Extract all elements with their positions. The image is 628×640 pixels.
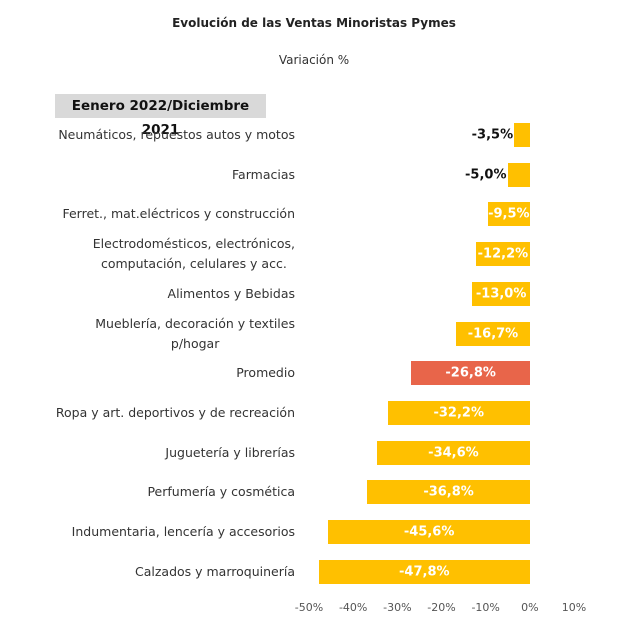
bar [507, 162, 530, 187]
value-label: -16,7% [467, 326, 519, 341]
category-label-box: Indumentaria, lencería y accesorios [5, 522, 295, 542]
value-label: -32,2% [433, 405, 484, 421]
category-label-box: Calzados y marroquinería [5, 562, 295, 582]
category-label-box: Electrodomésticos, electrónicos, computa… [5, 234, 295, 274]
bar [328, 520, 530, 544]
category-label: Calzados y marroquinería [134, 563, 295, 579]
bar [456, 321, 530, 346]
category-label: Neumáticos, repuestos autos y motos [58, 127, 295, 142]
x-tick-label: 0% [521, 601, 539, 614]
x-tick-label: -10% [471, 601, 500, 614]
category-label: Promedio [236, 365, 295, 381]
category-label: Indumentaria, lencería y accesorios [71, 524, 295, 539]
category-label: Juguetería y librerías [165, 444, 295, 460]
category-label-box: Ropa y art. deportivos y de recreación [5, 403, 295, 423]
x-tick-label: -50% [294, 601, 324, 614]
value-label: -36,8% [423, 484, 474, 500]
bar [411, 361, 530, 386]
category-label-box: Alimentos y Bebidas [5, 284, 295, 304]
category-label: Perfumería y cosmética [147, 484, 295, 500]
category-label-box: Mueblería, decoración y textiles p/hogar [5, 314, 295, 354]
category-label-box: Ferret., mat.eléctricos y construcción [5, 204, 295, 224]
x-tick-label: -20% [427, 601, 456, 614]
category-label-box: Promedio [5, 363, 295, 383]
category-label: Electrodomésticos, electrónicos, computa… [92, 236, 295, 272]
x-tick-label: -40% [338, 601, 368, 614]
bar [475, 242, 530, 267]
x-tick-label: -30% [383, 601, 412, 614]
period-label: Eenero 2022/Diciembre 2021 [55, 94, 266, 138]
category-label: Ferret., mat.eléctricos y construcción [62, 206, 295, 222]
value-label: -3,5% [471, 127, 514, 143]
x-tick-label: 10% [561, 601, 587, 614]
value-label: -5,0% [465, 167, 507, 183]
chart-title: Evolución de las Ventas Minoristas Pymes [172, 16, 456, 30]
value-label: -12,2% [477, 246, 529, 262]
bar [367, 480, 530, 505]
category-label: Mueblería, decoración y textiles p/hogar [95, 315, 295, 351]
category-label: Farmacias [232, 166, 295, 182]
bar [472, 281, 530, 306]
bar [318, 559, 530, 584]
bar [514, 123, 530, 147]
category-label-box: Perfumería y cosmética [5, 482, 295, 502]
category-label-box: Neumáticos, repuestos autos y motos [5, 125, 295, 145]
category-label-box: Farmacias [5, 165, 295, 185]
value-label: -45,6% [403, 524, 455, 540]
value-label: -34,6% [428, 445, 479, 461]
value-label: -47,8% [399, 564, 450, 580]
bar [377, 440, 530, 465]
value-label: -13,0% [475, 286, 527, 302]
chart-subtitle: Variación % [278, 53, 350, 67]
bar [387, 400, 530, 425]
value-label: -9,5% [488, 206, 530, 222]
value-label: -26,8% [445, 365, 496, 381]
category-label-box: Juguetería y librerías [5, 443, 295, 463]
category-label: Ropa y art. deportivos y de recreación [55, 404, 295, 420]
category-label: Alimentos y Bebidas [167, 285, 295, 301]
bar [487, 202, 530, 227]
